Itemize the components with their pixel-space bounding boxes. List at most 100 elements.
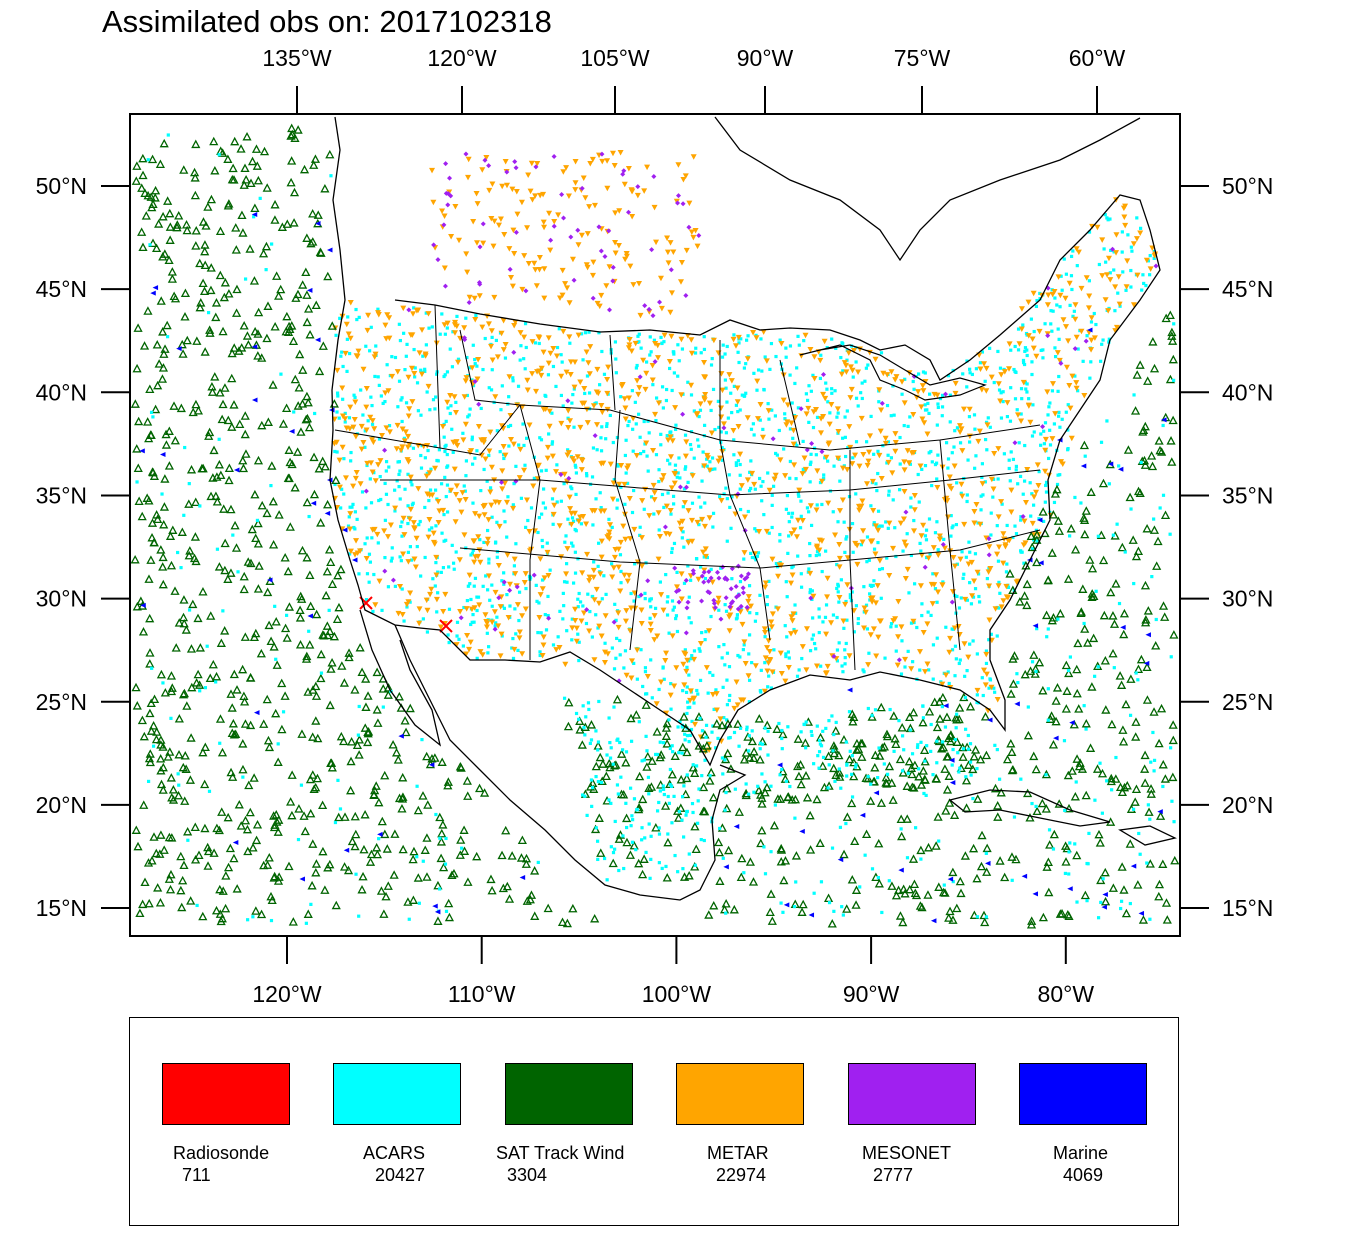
acars-marker [1034,804,1038,809]
metar-marker [428,586,435,593]
sat-wind-marker [186,896,196,905]
acars-marker [821,729,825,733]
sat-wind-marker [1048,510,1058,519]
acars-marker [817,630,821,635]
acars-marker [470,551,474,555]
metar-marker [577,424,584,431]
acars-marker [787,534,791,538]
acars-marker [557,327,561,331]
acars-marker [799,572,803,576]
metar-marker [778,670,785,677]
metar-marker [565,193,572,200]
metar-marker [587,344,594,350]
acars-marker [304,921,308,925]
acars-marker [1075,900,1079,904]
acars-marker [411,446,416,450]
acars-marker [954,522,959,527]
acars-marker [463,489,467,493]
metar-marker [560,169,567,175]
sat-wind-marker [138,153,148,163]
sat-wind-marker [169,401,179,410]
sat-wind-marker [1156,703,1167,713]
sat-wind-marker [166,560,177,570]
acars-marker [642,449,646,454]
acars-marker [518,358,522,362]
metar-marker [634,647,641,653]
metar-marker [673,584,680,590]
metar-marker [336,484,343,491]
acars-marker [844,641,848,646]
sat-wind-marker [238,764,248,774]
metar-marker [665,437,672,444]
acars-marker [991,477,996,481]
sat-wind-marker [229,343,239,352]
mesonet-marker [482,157,488,163]
metar-marker [465,174,472,181]
metar-marker [811,375,818,382]
observation-markers [130,123,1180,929]
metar-marker [718,405,725,412]
sat-wind-marker [393,755,403,764]
metar-marker [959,493,966,500]
acars-marker [670,744,674,748]
acars-marker [703,576,708,581]
sat-wind-marker [646,782,657,791]
sat-wind-marker [250,203,260,213]
acars-marker [947,681,951,686]
acars-marker [160,492,164,496]
metar-marker [643,440,650,446]
acars-marker [684,813,688,817]
mesonet-marker [498,479,504,485]
acars-marker [516,384,521,388]
metar-marker [910,618,917,625]
acars-marker [838,479,842,483]
acars-marker [903,665,907,669]
metar-marker [680,661,687,668]
sat-wind-marker [1087,682,1097,691]
metar-marker [663,531,670,537]
acars-marker [570,516,575,520]
sat-wind-marker [191,855,201,864]
acars-marker [972,413,977,417]
metar-marker [376,578,383,585]
acars-marker [661,784,665,788]
acars-marker [796,492,800,496]
acars-marker [760,499,764,503]
metar-marker [754,378,761,385]
metar-marker [363,385,370,392]
acars-marker [959,491,963,495]
metar-marker [799,517,806,524]
metar-marker [511,556,518,563]
acars-marker [609,746,613,750]
sat-wind-marker [232,884,242,893]
acars-marker [809,389,813,393]
sat-wind-marker [398,772,408,782]
metar-marker [384,312,391,318]
acars-marker [865,440,869,444]
acars-marker [461,644,465,648]
acars-marker [685,711,689,716]
sat-wind-marker [181,764,191,773]
metar-marker [836,555,843,562]
acars-marker [516,648,520,653]
metar-marker [672,405,679,411]
sat-wind-marker [437,757,447,766]
sat-wind-marker [1076,608,1086,618]
metar-marker [788,420,795,427]
acars-marker [805,398,810,403]
sat-wind-marker [200,347,210,356]
acars-marker [940,405,945,409]
metar-marker [911,528,918,534]
metar-marker [635,391,642,398]
mesonet-marker [626,209,632,215]
acars-marker [623,649,628,653]
sat-wind-marker [909,879,920,888]
acars-marker [985,576,989,581]
acars-marker [467,366,472,370]
sat-wind-marker [1005,569,1015,578]
sat-wind-marker [439,862,449,872]
acars-marker [444,419,448,423]
metar-marker [666,359,673,365]
acars-marker [763,635,767,639]
sat-wind-marker [325,626,335,636]
